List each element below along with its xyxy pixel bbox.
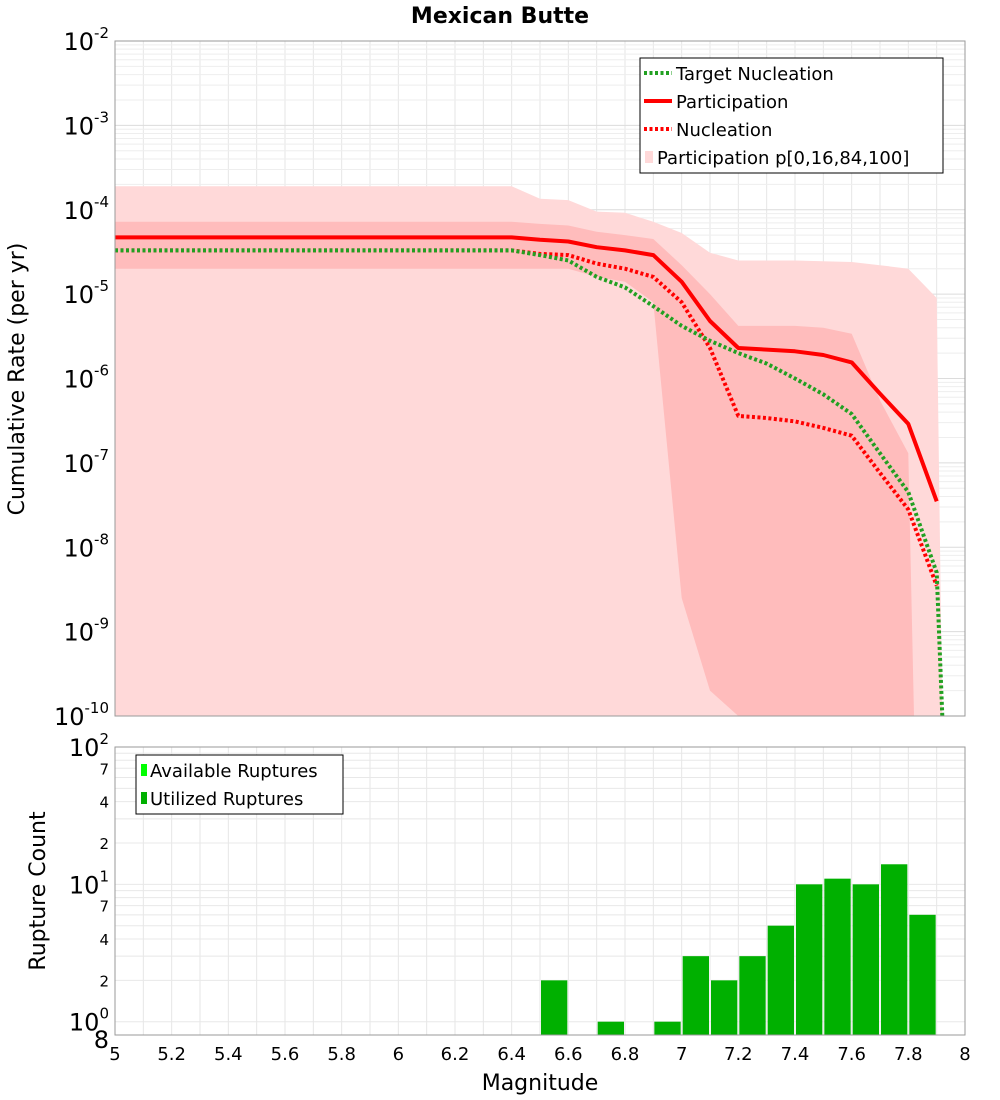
bottom-y-tick-label: 8	[94, 1026, 109, 1054]
bottom-y-tick-label: 7	[99, 760, 109, 778]
top-y-tick-label: 10-7	[63, 446, 109, 478]
legend-target-nucleation-label: Target Nucleation	[675, 64, 834, 85]
x-tick-label: 7.2	[724, 1044, 753, 1065]
utilized-ruptures-bar	[711, 980, 738, 1035]
utilized-ruptures-bar	[654, 1021, 681, 1035]
utilized-ruptures-bar	[682, 956, 709, 1035]
bottom-y-tick-label: 2	[99, 835, 109, 853]
bottom-y-tick-label: 4	[99, 931, 109, 949]
x-tick-label: 7.4	[781, 1044, 810, 1065]
utilized-ruptures-bar	[541, 980, 568, 1035]
chart-title: Mexican Butte	[411, 4, 589, 29]
bottom-plot-border	[114, 746, 966, 1036]
participation-inner-band	[115, 221, 914, 717]
legend-available-swatch	[141, 764, 147, 776]
top-y-tick-label: 10-8	[63, 530, 109, 562]
top-y-tick-label: 10-10	[54, 699, 109, 731]
x-tick-label: 5.6	[271, 1044, 300, 1065]
bottom-y-tick-label: 101	[69, 867, 109, 899]
top-y-tick-label: 10-2	[63, 24, 109, 56]
x-tick-label: 6.4	[497, 1044, 526, 1065]
utilized-ruptures-bar	[597, 1021, 624, 1035]
x-tick-label: 6.2	[441, 1044, 470, 1065]
legend-participation-label: Participation	[676, 92, 788, 113]
bottom-y-tick-label: 100	[69, 1005, 109, 1037]
legend-nucleation-label: Nucleation	[676, 120, 772, 141]
utilized-ruptures-bar	[767, 925, 794, 1035]
legend-participation-band-swatch	[645, 151, 653, 163]
top-legend-box	[639, 57, 944, 174]
bottom-y-axis-label: Rupture Count	[26, 811, 51, 971]
legend-participation-band-label: Participation p[0,16,84,100]	[657, 148, 909, 169]
x-tick-label: 5.2	[157, 1044, 186, 1065]
x-tick-label: 6.6	[554, 1044, 583, 1065]
utilized-ruptures-bar	[796, 884, 823, 1035]
top-y-tick-label: 10-3	[63, 108, 109, 140]
bottom-y-tick-label: 4	[99, 794, 109, 812]
target-nucleation-line	[115, 248, 945, 717]
nucleation-line	[115, 248, 939, 587]
top-y-tick-label: 10-6	[63, 362, 109, 394]
participation-line	[115, 235, 939, 502]
top-y-tick-label: 10-5	[63, 277, 109, 309]
bottom-legend-box	[135, 754, 344, 815]
bottom-y-tick-label: 7	[99, 898, 109, 916]
top-plot-area: 10-10 10-9 10-8 10-7 10-6 10-5 10-4 10-3 10-2 Tar…	[54, 24, 966, 731]
x-tick-label: 8	[959, 1044, 970, 1065]
top-plot-border	[114, 40, 966, 717]
x-tick-label: 7	[676, 1044, 687, 1065]
top-y-axis-label: Cumulative Rate (per yr)	[5, 243, 30, 516]
utilized-ruptures-bar	[739, 956, 766, 1035]
x-tick-label: 5.4	[214, 1044, 243, 1065]
x-tick-label: 6	[393, 1044, 404, 1065]
bottom-y-tick-label: 2	[99, 972, 109, 990]
utilized-ruptures-bar	[824, 878, 851, 1035]
x-tick-label: 6.8	[611, 1044, 640, 1065]
legend-available-label: Available Ruptures	[150, 761, 318, 782]
x-tick-label: 7.8	[894, 1044, 923, 1065]
x-axis-label: Magnitude	[482, 1071, 599, 1096]
x-tick-label: 7.6	[837, 1044, 866, 1065]
utilized-ruptures-bar	[852, 884, 879, 1035]
top-y-tick-label: 10-9	[63, 615, 109, 647]
legend-utilized-swatch	[141, 792, 147, 804]
legend-utilized-label: Utilized Ruptures	[150, 789, 303, 810]
bottom-y-tick-label: 102	[69, 730, 109, 762]
top-y-tick-label: 10-4	[63, 193, 109, 225]
utilized-ruptures-bar	[881, 864, 908, 1035]
bottom-grid	[114, 747, 966, 1035]
x-tick-label: 5	[109, 1044, 120, 1065]
x-tick-label: 5.8	[327, 1044, 356, 1065]
utilized-ruptures-bar	[909, 914, 936, 1035]
